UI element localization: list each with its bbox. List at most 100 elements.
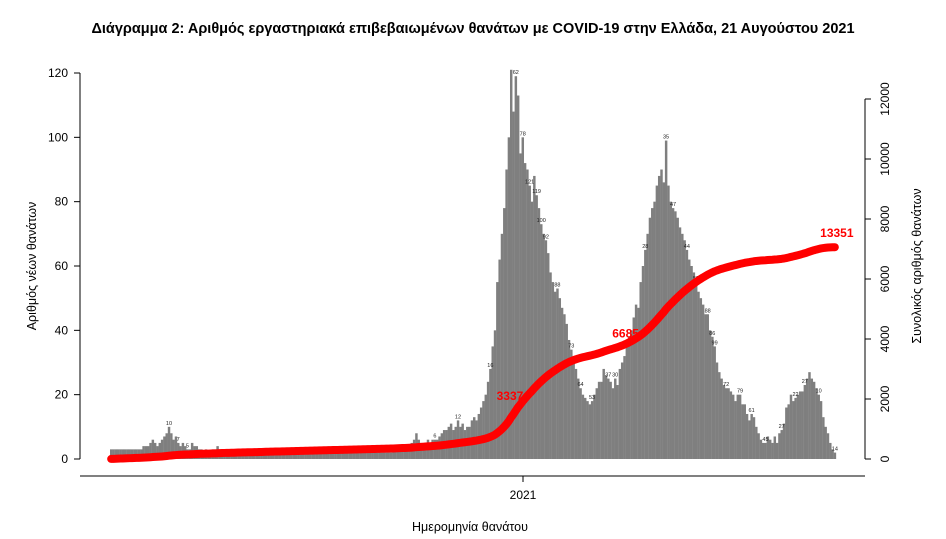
bar [759,439,763,459]
y-tick-label-left: 100 [48,130,68,144]
bar [149,442,152,459]
bar [146,446,150,459]
bar [833,452,837,459]
bar [544,240,548,459]
x-tick-label: 2021 [510,488,537,502]
bar [498,259,501,459]
bar-value-label: 121 [525,180,534,186]
bar [338,452,342,459]
bar [486,381,490,459]
bar [422,442,425,459]
bar [766,436,770,459]
bar [419,442,423,459]
bar [341,452,344,459]
bar [597,381,601,459]
y-tick-label-right: 6000 [878,265,892,292]
bar [808,372,811,459]
bar [715,362,719,459]
bar [831,449,834,459]
bar [267,452,270,459]
bar [729,391,733,459]
bar [493,330,497,459]
bar [632,317,635,459]
bar [637,307,640,459]
bar [762,442,765,459]
bar [405,449,409,459]
bar [662,182,666,459]
bar [727,388,730,459]
bar [755,426,758,459]
bar [371,452,374,459]
bar [285,452,289,459]
bar [713,346,716,459]
bar [362,452,365,459]
bar [343,452,346,459]
bar-value-label: 44 [684,244,690,250]
bar [671,208,675,459]
bar [720,378,723,459]
bar [167,426,171,459]
cumulative-value-label: 6685 [612,327,639,341]
bar-value-label: 10 [166,421,172,427]
bar-value-label: 27 [779,424,785,430]
bar [588,404,592,459]
bar [278,452,282,459]
bar [704,314,707,459]
bar-value-label: 37 [605,373,611,379]
bar [634,304,638,459]
bar [382,452,386,459]
bar [128,449,131,459]
bar [741,404,744,459]
y-tick-label-right: 12000 [878,82,892,116]
bar [496,282,499,459]
bar [639,282,642,459]
bar [625,346,629,459]
bar [165,433,168,459]
bar [322,452,326,459]
bar [752,417,756,459]
bar-value-label: 10 [816,389,822,395]
bar [641,266,645,459]
y-tick-label-left: 20 [55,388,69,402]
bar-value-label: 5 [186,443,189,449]
bar [375,452,379,459]
bar [810,378,814,459]
bar [630,330,633,459]
bar [773,436,777,459]
bar [327,452,330,459]
bar [163,436,166,459]
bar [563,314,566,459]
bar [505,169,508,459]
bar [745,413,749,459]
bar [614,378,617,459]
bar [574,368,578,459]
bar [528,185,531,459]
bar [644,249,647,459]
bar [399,449,402,459]
bar [313,452,316,459]
bar [799,391,802,459]
bar-value-label: 27 [802,379,808,385]
bar-value-label: 30 [612,373,618,379]
bar [385,452,388,459]
bar-value-label: 22 [792,392,798,398]
bar [153,442,157,459]
y-tick-label-right: 10000 [878,142,892,176]
bar [290,452,293,459]
bar-value-label: 72 [723,382,729,388]
bar [315,452,319,459]
bar [331,452,335,459]
bar [366,452,370,459]
bar [771,442,774,459]
bar [345,452,349,459]
bar-value-label: 79 [737,389,743,395]
bar [817,394,820,459]
x-ticks: 2021 [510,476,537,502]
bar [357,452,360,459]
y-ticks-left: 0 20 40 60 80 100 120 [48,66,80,466]
bar [683,240,686,459]
bar [572,362,575,459]
bar-value-label: 62 [513,70,519,76]
bar [711,336,714,459]
